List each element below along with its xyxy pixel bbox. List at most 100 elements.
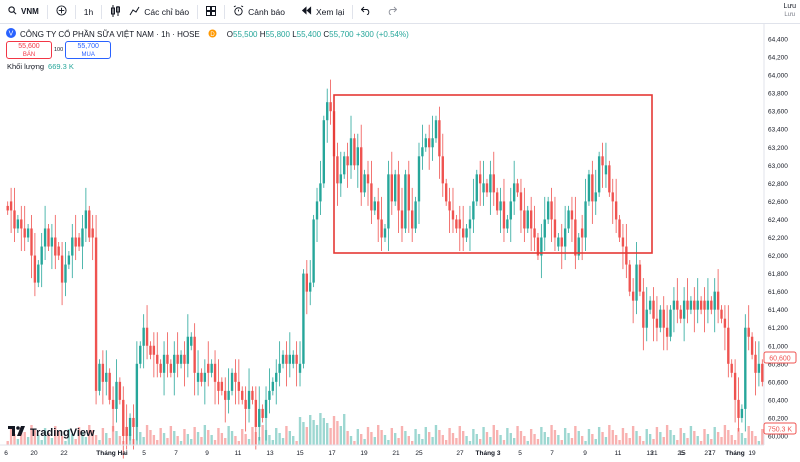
volume-bar (533, 434, 536, 445)
candle-body (744, 327, 747, 409)
volume-bar (196, 432, 200, 445)
candle-body (108, 372, 111, 400)
candle-body (88, 210, 91, 238)
volume-bar (336, 421, 339, 445)
time-tick-label: Tháng (725, 450, 745, 457)
candle-body (512, 183, 516, 202)
candle-body (655, 318, 659, 328)
price-tick-label: 63,800 (768, 91, 788, 98)
undo-button[interactable] (353, 0, 379, 24)
volume-bar (536, 439, 540, 445)
candle-body (128, 417, 132, 436)
candle-body (574, 219, 577, 256)
candle-body (74, 237, 77, 247)
layouts-button[interactable] (198, 0, 224, 24)
candle-body (434, 120, 438, 139)
time-tick-label: 22 (60, 450, 68, 457)
volume-bar (329, 428, 332, 445)
redo-button[interactable] (379, 0, 405, 24)
change-value: +300 (+0.54%) (355, 29, 409, 39)
candle-body (638, 264, 642, 292)
volume-bar (608, 425, 611, 445)
candle-body (13, 210, 16, 229)
interval-label: 1h (83, 6, 94, 17)
volume-bar (509, 433, 512, 445)
volume-bar (543, 432, 546, 445)
symbol-title[interactable]: CÔNG TY CỔ PHẦN SỮA VIỆT NAM · 1h · HOSE (20, 29, 200, 39)
volume-bar (713, 427, 716, 445)
sell-price: 55,600 (18, 43, 40, 50)
volume-bar (360, 434, 363, 445)
volume-bar (744, 438, 747, 445)
alerts-button[interactable]: Cảnh báo (225, 0, 293, 24)
candle-body (699, 300, 703, 310)
volume-bar (271, 440, 275, 445)
candle-body (64, 264, 67, 283)
symbol-search[interactable]: VNM (0, 0, 47, 24)
candle-body (404, 174, 407, 229)
time-tick-label: 17 (708, 450, 716, 457)
search-icon (8, 6, 17, 17)
volume-bar (676, 440, 679, 445)
candle-body (720, 309, 723, 319)
volume-bar (37, 435, 40, 445)
candle-body (597, 156, 601, 193)
candle-body (407, 174, 410, 211)
candle-body (553, 219, 557, 238)
interval-button[interactable]: 1h (76, 0, 101, 24)
candle-body (77, 237, 81, 247)
candle-body (679, 309, 682, 319)
volume-bar (611, 430, 614, 445)
volume-bar (706, 434, 710, 445)
candle-body (713, 291, 716, 310)
indicators-button[interactable]: Các chỉ báo (129, 0, 197, 24)
candle-body (139, 345, 142, 364)
candle-body (292, 354, 295, 364)
candle-body (186, 336, 190, 364)
candle-body (438, 120, 441, 157)
volume-bar (512, 438, 516, 445)
volume-bar (322, 418, 326, 445)
volume-bar (111, 426, 115, 445)
volume-bar (387, 440, 390, 445)
chart-type-button[interactable] (102, 0, 129, 24)
volume-bar (77, 427, 81, 445)
candle-body (278, 363, 281, 373)
volume-bar (455, 438, 458, 445)
candle-body (577, 237, 580, 256)
price-tick-label: 62,600 (768, 199, 788, 206)
volume-bar (747, 426, 750, 445)
low-value: 55,400 (296, 29, 322, 39)
compare-button[interactable] (48, 0, 75, 24)
candle-body (455, 219, 458, 229)
volume-bar (424, 427, 427, 445)
candle-body (394, 174, 397, 202)
replay-label: Xem lại (316, 6, 345, 17)
buy-button[interactable]: 55,700 MUA (65, 41, 112, 59)
save-button[interactable]: Lưu Lưu (784, 2, 796, 20)
volume-bar (645, 429, 648, 445)
tradingview-logo[interactable]: TradingView (8, 426, 95, 439)
candle-body (234, 372, 237, 382)
price-chart[interactable]: 64,400 64,200 64,000 63,800 63,600 63,400 63,2… (0, 24, 800, 462)
candle-body (298, 363, 302, 373)
replay-button[interactable]: Xem lại (293, 0, 352, 24)
volume-bar (703, 429, 706, 445)
candle-body (227, 390, 230, 400)
candle-body (642, 291, 645, 328)
candle-body (750, 336, 754, 355)
volume-bar (190, 439, 193, 445)
volume-bar (105, 433, 108, 445)
volume-bar (292, 436, 295, 445)
candle-body (519, 192, 523, 211)
volume-bar (567, 433, 570, 445)
volume-bar (166, 438, 169, 445)
candle-body (271, 381, 275, 391)
volume-bar (625, 433, 628, 445)
volume-bar (740, 433, 744, 445)
candle-body (169, 363, 173, 373)
sell-button[interactable]: 55,600 BÁN (6, 41, 52, 59)
buy-label: MUA (81, 52, 95, 58)
candle-body (696, 300, 699, 310)
candle-body (305, 273, 309, 292)
